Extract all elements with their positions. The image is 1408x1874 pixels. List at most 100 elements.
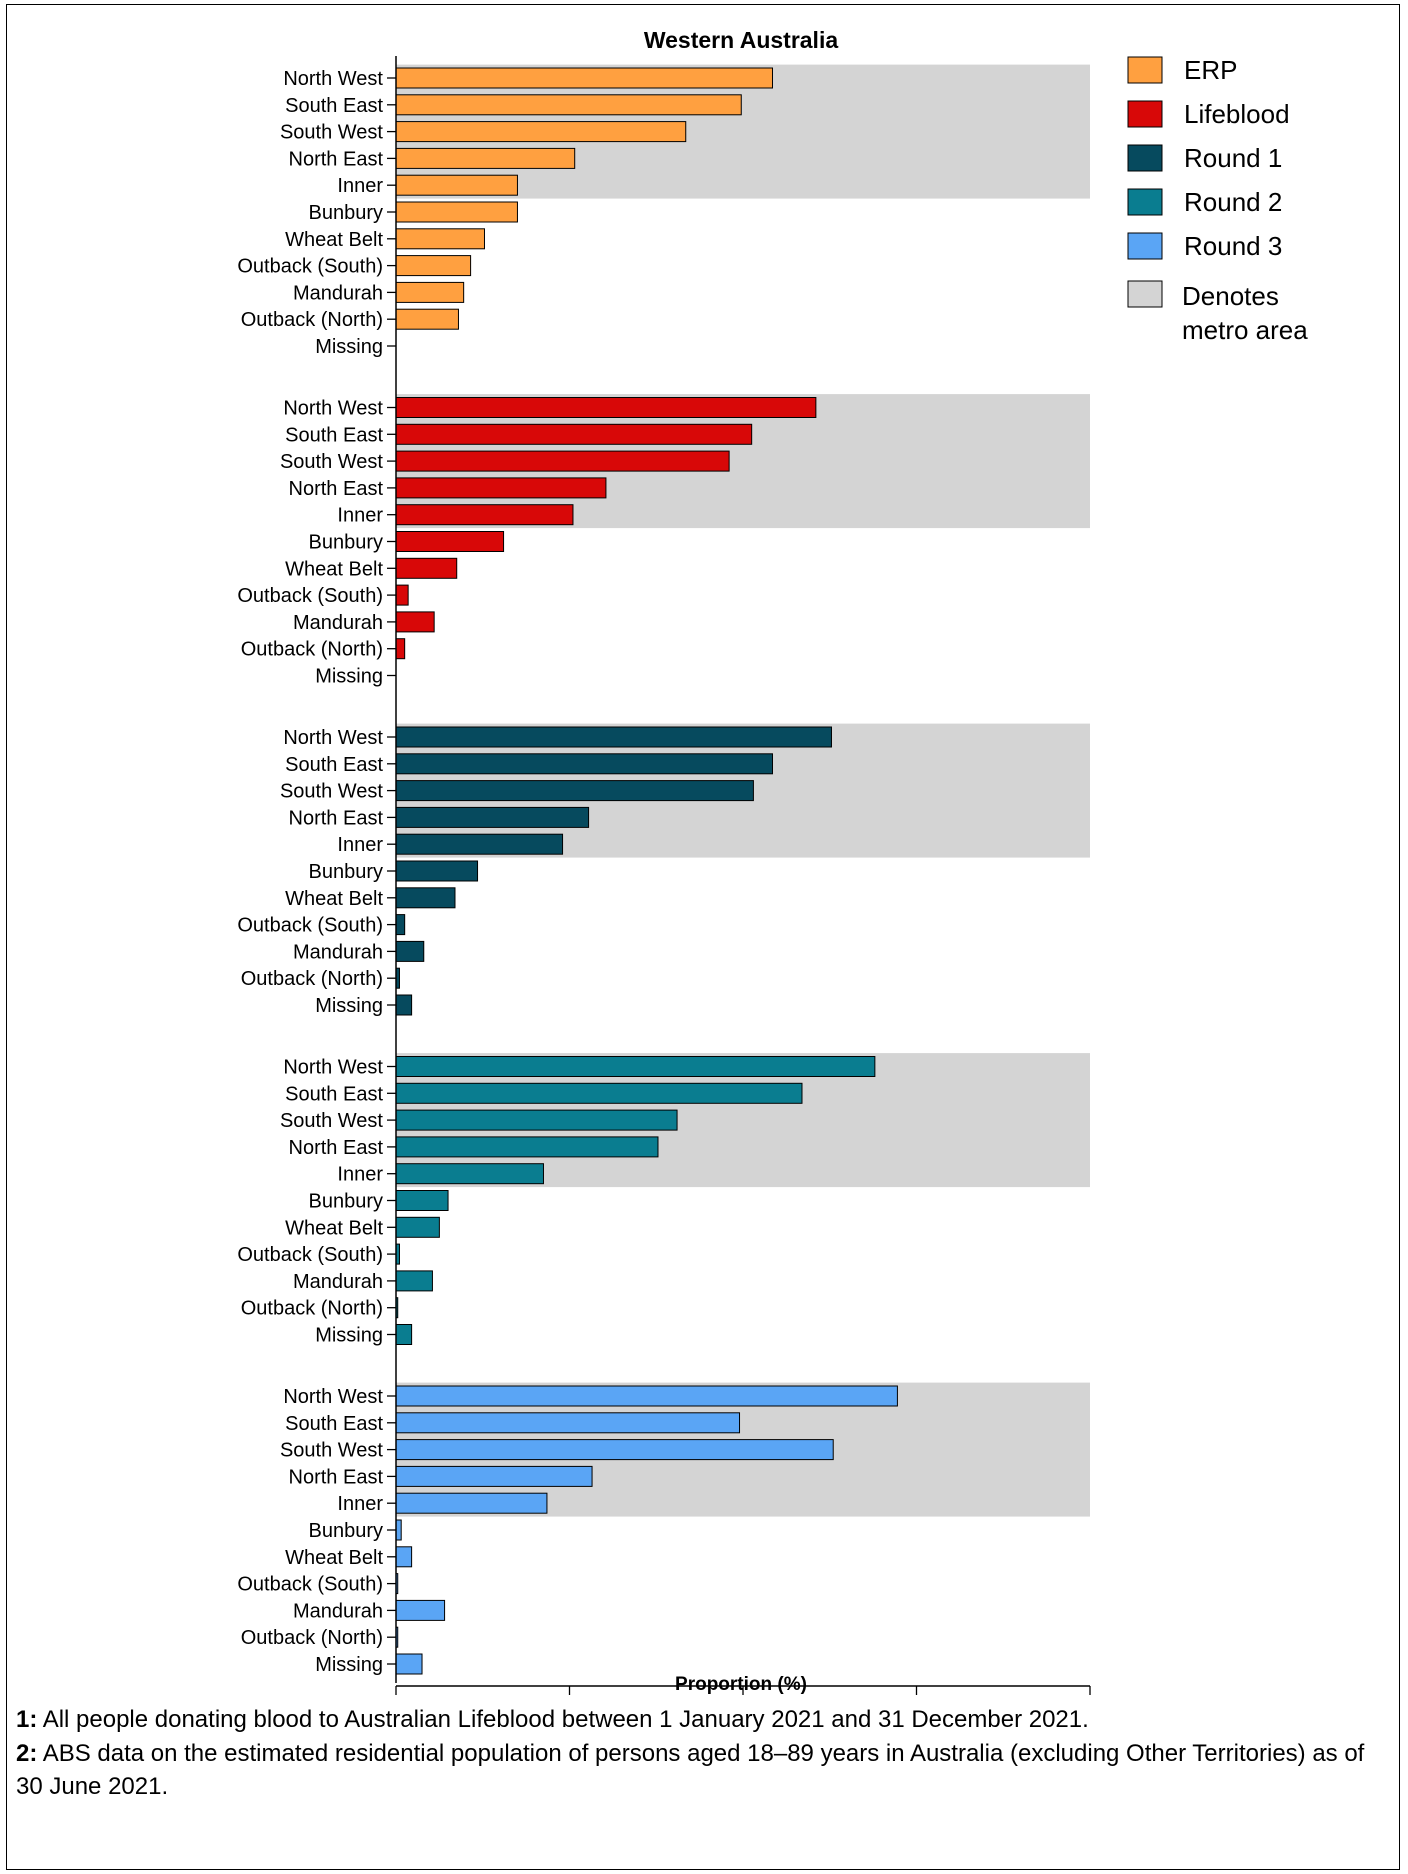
category-label: North West <box>283 68 383 90</box>
bar-round-2-bunbury <box>395 1190 449 1211</box>
category-label: Inner <box>337 1164 383 1186</box>
legend-label: metro area <box>1182 315 1308 345</box>
legend-swatch-erp <box>1127 56 1163 84</box>
category-label: Missing <box>315 1325 383 1347</box>
bar-round-3-north-east <box>395 1465 593 1487</box>
bar-lifeblood-outback-south <box>395 584 409 606</box>
category-label: Wheat Belt <box>285 888 383 910</box>
bar-erp-north-west <box>395 67 773 89</box>
footnote-2: 2: ABS data on the estimated residential… <box>16 1737 1392 1804</box>
category-label: North East <box>289 148 384 170</box>
bar-round-1-south-east <box>395 753 773 775</box>
legend-label: Round 3 <box>1184 231 1282 261</box>
category-label: Inner <box>337 505 383 527</box>
bar-round-1-bunbury <box>395 860 479 882</box>
bar-round-2-north-east <box>395 1136 659 1158</box>
bar-round-3-bunbury <box>395 1519 402 1541</box>
bar-erp-north-east <box>395 147 576 169</box>
figure-frame <box>6 4 1400 1870</box>
category-label: North West <box>283 1057 383 1079</box>
category-label: Bunbury <box>309 1191 384 1213</box>
bar-lifeblood-inner <box>395 504 574 526</box>
category-label: Missing <box>315 1654 383 1676</box>
legend-label: Lifeblood <box>1184 99 1290 129</box>
bar-chart: North West South East South West North East… <box>237 27 1308 1695</box>
bar-round-1-south-west <box>395 780 754 802</box>
footnote-text: ABS data on the estimated residential po… <box>16 1739 1365 1801</box>
bar-lifeblood-south-west <box>395 450 730 472</box>
bar-erp-mandurah <box>395 281 465 303</box>
category-label: South West <box>280 781 383 803</box>
bar-lifeblood-wheat-belt <box>395 557 458 579</box>
category-label: Outback (North) <box>241 309 383 331</box>
category-label: South East <box>285 754 383 776</box>
category-label: South East <box>285 424 383 446</box>
category-label: Wheat Belt <box>285 1217 383 1239</box>
legend-label: Denotes <box>1182 281 1279 311</box>
bar-round-2-south-east <box>395 1082 803 1104</box>
bar-lifeblood-north-west <box>395 397 817 418</box>
category-label: Outback (South) <box>237 1244 383 1266</box>
bar-lifeblood-bunbury <box>395 531 505 552</box>
chart-title: Western Australia <box>644 27 838 53</box>
category-label: North West <box>283 727 383 749</box>
category-label: South West <box>280 122 383 144</box>
category-label: Mandurah <box>293 941 383 963</box>
legend: ERP Lifeblood Round 1 Round 2 Round 3 Denotes… <box>1127 55 1308 345</box>
category-label: Outback (South) <box>237 585 383 607</box>
category-label: South East <box>285 1413 383 1435</box>
bar-lifeblood-north-east <box>395 477 607 499</box>
bar-erp-south-west <box>395 121 687 143</box>
legend-swatch-lifeblood <box>1127 100 1163 128</box>
category-label: North East <box>289 1466 384 1488</box>
category-label: Bunbury <box>309 202 384 224</box>
category-label: North West <box>283 1386 383 1408</box>
legend-swatch-round-2 <box>1127 188 1163 216</box>
category-label: Bunbury <box>309 861 384 883</box>
bar-round-3-south-east <box>395 1412 741 1434</box>
bar-round-3-south-west <box>395 1439 834 1461</box>
category-label: Mandurah <box>293 612 383 634</box>
footnotes: 1: All people donating blood to Australi… <box>16 1703 1392 1804</box>
legend-label: Round 2 <box>1184 187 1282 217</box>
category-label: Inner <box>337 834 383 856</box>
axes-layer <box>387 56 1091 1695</box>
category-label: North West <box>283 398 383 420</box>
category-label: Outback (South) <box>237 256 383 278</box>
category-label: Outback (South) <box>237 1574 383 1596</box>
category-label: South West <box>280 451 383 473</box>
category-label: Missing <box>315 995 383 1017</box>
bar-erp-outback-north <box>395 308 459 330</box>
category-label: Wheat Belt <box>285 558 383 580</box>
category-label: Wheat Belt <box>285 1547 383 1569</box>
legend-swatch-round-3 <box>1127 232 1163 260</box>
bar-erp-wheat-belt <box>395 228 485 250</box>
category-label: Outback (North) <box>241 968 383 990</box>
bar-erp-bunbury <box>395 201 518 223</box>
category-label: South East <box>285 95 383 117</box>
category-label: North East <box>289 1137 384 1159</box>
category-label: Outback (North) <box>241 639 383 661</box>
category-label: North East <box>289 807 384 829</box>
legend-label: Round 1 <box>1184 143 1282 173</box>
bar-round-3-mandurah <box>395 1599 446 1621</box>
category-label: Bunbury <box>309 532 384 554</box>
category-label: Mandurah <box>293 1271 383 1293</box>
bar-round-1-wheat-belt <box>395 887 456 909</box>
bar-round-2-wheat-belt <box>395 1216 440 1238</box>
category-label: South East <box>285 1083 383 1105</box>
category-label: Missing <box>315 336 383 358</box>
footnote-number: 2: <box>16 1739 38 1767</box>
category-label: Missing <box>315 666 383 688</box>
footnote-text: All people donating blood to Australian … <box>37 1706 1089 1733</box>
x-axis-label: Proportion (%) <box>675 1674 807 1695</box>
labels-layer: North West South East South West North East… <box>237 68 384 1676</box>
category-label: Inner <box>337 175 383 197</box>
category-label: Outback (North) <box>241 1298 383 1320</box>
bar-round-2-missing <box>395 1324 413 1345</box>
category-label: Mandurah <box>293 282 383 304</box>
bar-round-2-mandurah <box>395 1270 433 1292</box>
bar-round-2-south-west <box>395 1109 678 1131</box>
bar-round-1-missing <box>395 994 413 1016</box>
category-label: Inner <box>337 1493 383 1515</box>
